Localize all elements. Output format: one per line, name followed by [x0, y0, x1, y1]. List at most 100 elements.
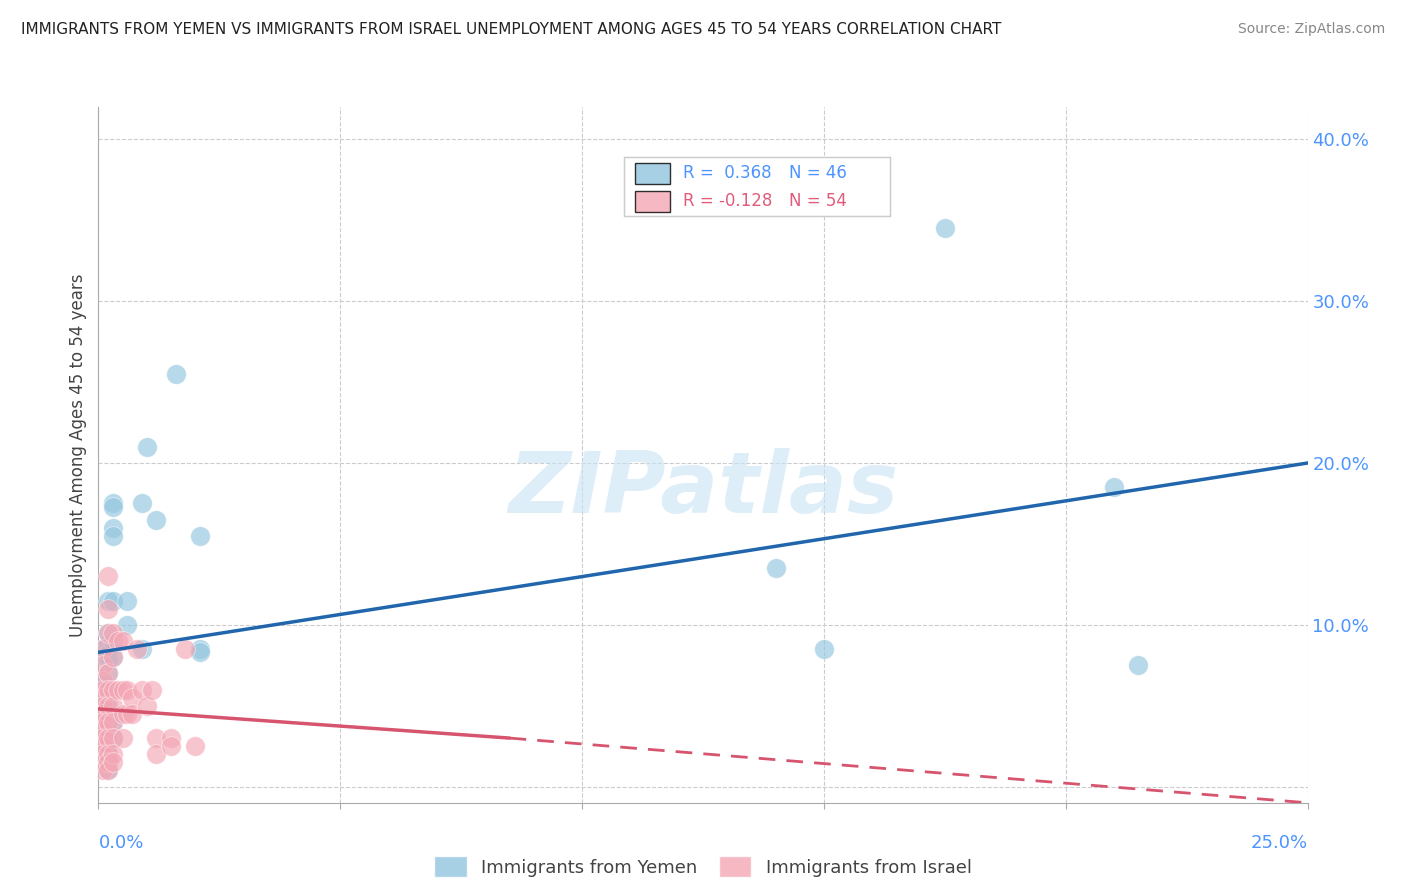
Point — [131, 682, 153, 697]
Point — [101, 529, 124, 543]
Point — [117, 617, 139, 632]
Point — [101, 500, 124, 514]
Point — [111, 682, 134, 697]
Point — [97, 682, 120, 697]
Point — [91, 690, 114, 705]
Point — [91, 658, 114, 673]
Point — [117, 593, 139, 607]
Point — [91, 642, 114, 657]
Point — [1102, 480, 1125, 494]
Point — [160, 731, 183, 745]
Point — [101, 682, 124, 697]
Text: R = -0.128: R = -0.128 — [683, 192, 772, 210]
Legend: Immigrants from Yemen, Immigrants from Israel: Immigrants from Yemen, Immigrants from I… — [427, 849, 979, 884]
Point — [174, 642, 197, 657]
Point — [135, 698, 157, 713]
Point — [111, 731, 134, 745]
Point — [91, 706, 114, 721]
Point — [131, 642, 153, 657]
Text: ZIPatlas: ZIPatlas — [508, 448, 898, 532]
Point — [91, 747, 114, 762]
Point — [101, 698, 124, 713]
Point — [145, 513, 167, 527]
Point — [91, 723, 114, 737]
Point — [97, 731, 120, 745]
Point — [91, 714, 114, 729]
Point — [97, 756, 120, 770]
Point — [101, 714, 124, 729]
Point — [101, 650, 124, 665]
Point — [101, 747, 124, 762]
Point — [934, 221, 956, 235]
Text: N = 54: N = 54 — [789, 192, 848, 210]
Point — [91, 690, 114, 705]
Point — [91, 642, 114, 657]
Point — [117, 682, 139, 697]
Point — [97, 626, 120, 640]
Point — [97, 593, 120, 607]
Point — [91, 747, 114, 762]
Point — [101, 731, 124, 745]
Point — [91, 674, 114, 689]
Point — [97, 647, 120, 661]
Point — [188, 642, 211, 657]
Point — [97, 747, 120, 762]
Text: R =  0.368: R = 0.368 — [683, 164, 772, 182]
Point — [107, 682, 129, 697]
Point — [121, 690, 143, 705]
Point — [91, 731, 114, 745]
Point — [91, 723, 114, 737]
Point — [111, 634, 134, 648]
Point — [97, 747, 120, 762]
Point — [91, 682, 114, 697]
FancyBboxPatch shape — [636, 163, 669, 184]
Point — [107, 634, 129, 648]
Point — [97, 601, 120, 615]
Point — [121, 706, 143, 721]
Point — [131, 496, 153, 510]
Text: 25.0%: 25.0% — [1250, 834, 1308, 852]
Point — [813, 642, 835, 657]
Y-axis label: Unemployment Among Ages 45 to 54 years: Unemployment Among Ages 45 to 54 years — [69, 273, 87, 637]
Point — [97, 702, 120, 716]
Point — [97, 653, 120, 667]
Point — [1128, 658, 1150, 673]
Point — [101, 634, 124, 648]
Point — [91, 756, 114, 770]
Point — [101, 714, 124, 729]
Point — [91, 764, 114, 778]
Point — [97, 764, 120, 778]
Text: 0.0%: 0.0% — [98, 834, 143, 852]
Point — [135, 440, 157, 454]
Point — [97, 666, 120, 681]
Point — [101, 496, 124, 510]
Point — [101, 521, 124, 535]
Text: N = 46: N = 46 — [789, 164, 848, 182]
Point — [97, 698, 120, 713]
Point — [97, 682, 120, 697]
Point — [101, 650, 124, 665]
Point — [91, 714, 114, 729]
Text: Source: ZipAtlas.com: Source: ZipAtlas.com — [1237, 22, 1385, 37]
Point — [97, 637, 120, 651]
Point — [97, 714, 120, 729]
Point — [145, 747, 167, 762]
Point — [91, 698, 114, 713]
Point — [97, 756, 120, 770]
Point — [97, 731, 120, 745]
Point — [765, 561, 787, 575]
Point — [97, 666, 120, 681]
Point — [97, 714, 120, 729]
Point — [101, 731, 124, 745]
Point — [97, 569, 120, 583]
Point — [91, 698, 114, 713]
Point — [141, 682, 163, 697]
Point — [91, 739, 114, 754]
Point — [127, 642, 149, 657]
Point — [91, 739, 114, 754]
Point — [97, 764, 120, 778]
Point — [101, 626, 124, 640]
Point — [91, 674, 114, 689]
Point — [101, 593, 124, 607]
Point — [91, 647, 114, 661]
